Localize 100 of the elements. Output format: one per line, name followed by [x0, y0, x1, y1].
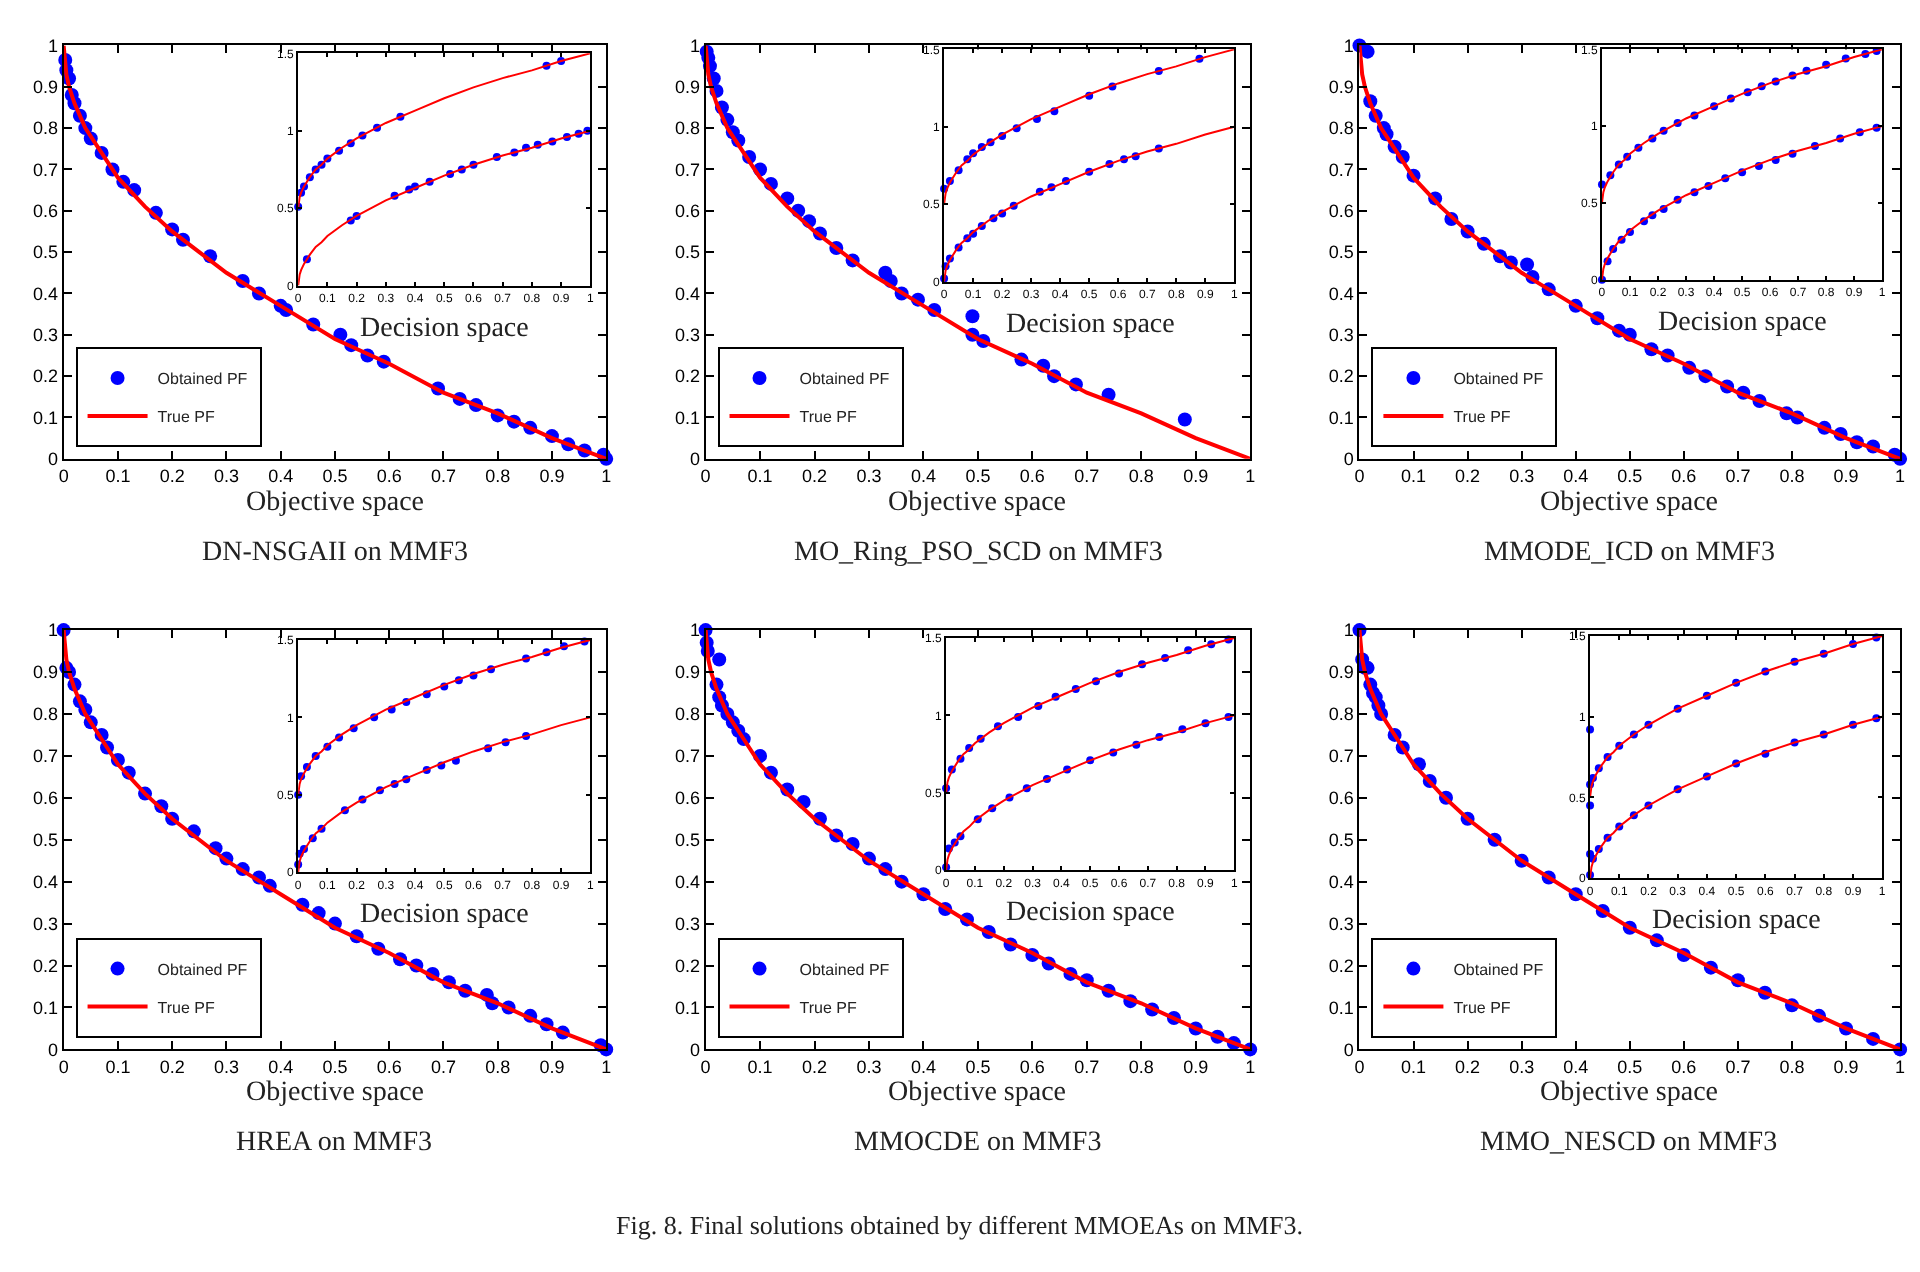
- x-tick-label: 1: [601, 466, 612, 487]
- x-tick-label: 0.5: [1617, 1057, 1643, 1077]
- x-tick-label: 0.5: [965, 1057, 991, 1077]
- x-axis-title: Objective space: [246, 1078, 425, 1108]
- y-tick-label: 0: [689, 1039, 700, 1060]
- x-tick-label: 0.3: [213, 466, 239, 487]
- y-tick-label: 0: [689, 449, 700, 470]
- y-tick-label: 0.2: [1328, 955, 1354, 976]
- x-tick-label: 0.7: [1074, 466, 1100, 487]
- y-tick-label: 0: [48, 1039, 59, 1060]
- legend-label: Obtained PF: [157, 370, 248, 389]
- x-axis-title: Decision space: [1658, 308, 1827, 338]
- x-tick-label: 0.5: [965, 466, 991, 487]
- y-tick-label: 0.3: [33, 913, 59, 934]
- y-tick-label: 0.7: [1328, 159, 1354, 180]
- y-tick-label: 0.8: [1328, 118, 1354, 139]
- x-tick-label: 0.1: [747, 1057, 773, 1077]
- y-tick-label: 0.5: [33, 830, 59, 851]
- x-tick-label: 0.8: [1779, 1057, 1805, 1077]
- x-axis-title: Decision space: [360, 314, 529, 344]
- x-axis-title: Decision space: [1006, 898, 1175, 928]
- y-tick-label: 0.2: [1328, 366, 1354, 387]
- y-tick-label: 0.9: [674, 662, 700, 683]
- x-tick-label: 0.3: [213, 1057, 239, 1077]
- y-tick-label: 0.6: [1328, 788, 1354, 809]
- y-tick-label: 0.2: [674, 955, 700, 976]
- x-tick-label: 0.6: [376, 1057, 402, 1077]
- y-tick-label: 0.9: [674, 77, 700, 98]
- text: HREA on MMF3: [236, 1128, 433, 1158]
- y-tick-label: 0: [1343, 1039, 1354, 1060]
- x-axis-title: Objective space: [888, 1078, 1067, 1108]
- x-tick-label: 0.7: [1074, 1057, 1100, 1077]
- y-tick-label: 0.6: [674, 788, 700, 809]
- x-axis-title: Decision space: [1652, 906, 1821, 936]
- x-axis-title: Decision space: [1006, 310, 1175, 340]
- legend-label: True PF: [157, 998, 215, 1017]
- x-tick-label: 0.8: [1128, 466, 1154, 487]
- y-tick-label: 0.1: [674, 407, 700, 428]
- x-tick-label: 0.3: [1509, 466, 1535, 487]
- y-tick-label: 0.5: [33, 242, 59, 263]
- y-tick-label: 0.6: [33, 201, 59, 222]
- x-tick-label: 0.9: [539, 1057, 565, 1077]
- y-tick-label: 0.6: [674, 201, 700, 222]
- x-tick-label: 0.1: [1401, 466, 1427, 487]
- x-tick-label: 0.2: [802, 1057, 828, 1077]
- y-tick-label: 0.2: [674, 366, 700, 387]
- y-tick-label: 0.3: [1328, 325, 1354, 346]
- y-tick-label: 0.8: [674, 118, 700, 139]
- x-tick-label: 0.8: [485, 466, 511, 487]
- y-tick-label: 1: [689, 620, 700, 641]
- text: MMO_NESCD on MMF3: [1480, 1128, 1778, 1158]
- x-tick-label: 0.6: [1671, 466, 1697, 487]
- y-tick-label: 0.5: [1328, 242, 1354, 263]
- y-tick-label: 0.3: [1328, 913, 1354, 934]
- x-tick-label: 0.8: [1779, 466, 1805, 487]
- y-tick-label: 0.3: [674, 325, 700, 346]
- y-tick-label: 1: [1343, 35, 1354, 56]
- y-tick-label: 0.8: [1328, 704, 1354, 725]
- text: DN-NSGAII on MMF3: [202, 538, 469, 568]
- y-tick-label: 0.6: [33, 788, 59, 809]
- y-tick-label: 0.7: [33, 159, 59, 180]
- y-tick-label: 0.6: [1328, 201, 1354, 222]
- x-tick-label: 0.6: [1671, 1057, 1697, 1077]
- y-tick-label: 0.5: [674, 830, 700, 851]
- x-tick-label: 1: [601, 1057, 612, 1077]
- x-tick-label: 0.2: [1455, 466, 1481, 487]
- legend-label: True PF: [799, 408, 857, 427]
- x-tick-label: 0.5: [1617, 466, 1643, 487]
- y-tick-label: 0.3: [674, 913, 700, 934]
- legend-label: True PF: [157, 408, 215, 427]
- y-tick-label: 0.1: [33, 997, 59, 1018]
- x-tick-label: 0.8: [485, 1057, 511, 1077]
- x-tick-label: 0.6: [376, 466, 402, 487]
- x-tick-label: 0.7: [430, 466, 456, 487]
- x-tick-label: 0.3: [856, 1057, 882, 1077]
- y-tick-label: 0.7: [674, 746, 700, 767]
- y-tick-label: 0.2: [33, 366, 59, 387]
- y-tick-label: 0.2: [33, 955, 59, 976]
- y-tick-label: 0.7: [1328, 746, 1354, 767]
- y-tick-label: 0.5: [1328, 830, 1354, 851]
- caption: Fig. 8. Final solutions obtained by different MMOEAs on MMF3.: [616, 1210, 1304, 1240]
- x-axis-title: Objective space: [246, 488, 425, 518]
- y-tick-label: 0.9: [1328, 662, 1354, 683]
- y-tick-label: 0.9: [1328, 77, 1354, 98]
- x-tick-label: 1: [1895, 466, 1906, 487]
- x-tick-label: 0.7: [1725, 1057, 1751, 1077]
- legend-label: Obtained PF: [1453, 960, 1544, 979]
- text: MMOCDE on MMF3: [854, 1128, 1102, 1158]
- x-tick-label: 1: [1895, 1057, 1906, 1077]
- x-tick-label: 0.3: [856, 466, 882, 487]
- y-tick-label: 1: [689, 35, 700, 56]
- x-tick-label: 0.1: [105, 1057, 131, 1077]
- y-tick-label: 0.1: [1328, 407, 1354, 428]
- y-tick-label: 0.1: [674, 997, 700, 1018]
- x-axis-title: Objective space: [1540, 1078, 1719, 1108]
- legend-label: Obtained PF: [157, 960, 248, 979]
- x-tick-label: 0.6: [1019, 1057, 1045, 1077]
- y-tick-label: 0: [1343, 449, 1354, 470]
- legend-label: Obtained PF: [1453, 370, 1544, 389]
- x-tick-label: 0.9: [1833, 1057, 1859, 1077]
